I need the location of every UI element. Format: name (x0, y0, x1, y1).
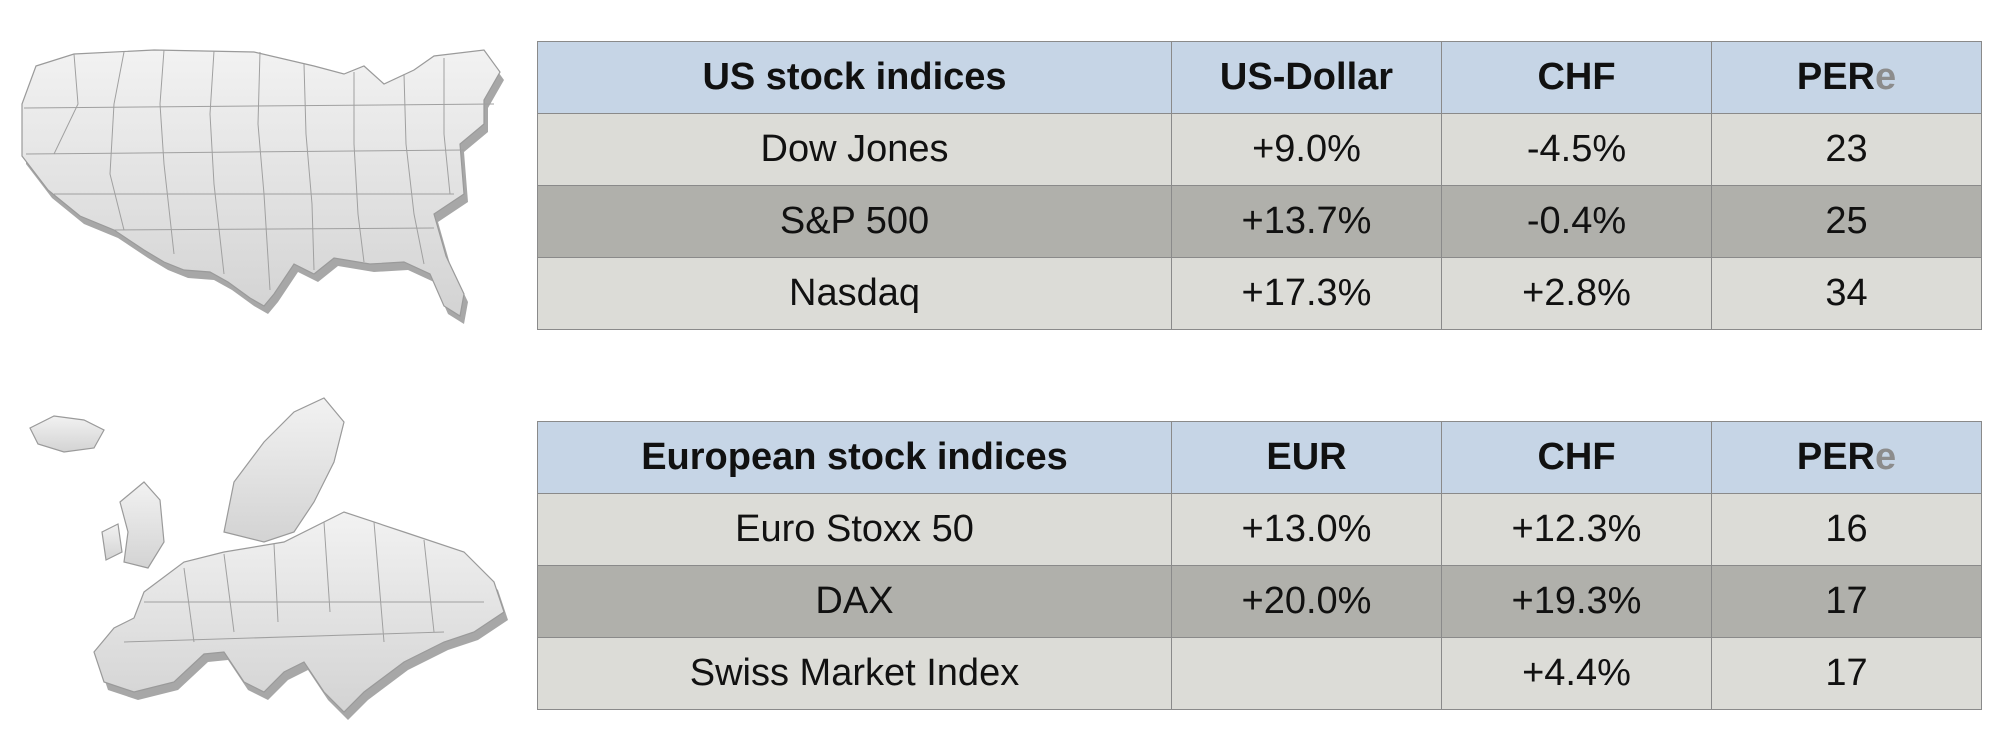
header-index-name: European stock indices (537, 421, 1172, 494)
chf-change: -4.5% (1441, 113, 1712, 186)
table-header-row: US stock indices US-Dollar CHF PERe (537, 41, 1982, 114)
table-row: DAX +20.0% +19.3% 17 (537, 565, 1982, 638)
chf-change: +2.8% (1441, 257, 1712, 330)
table-row: S&P 500 +13.7% -0.4% 25 (537, 185, 1982, 258)
table-header-row: European stock indices EUR CHF PERe (537, 421, 1982, 494)
usa-map-icon (14, 44, 509, 334)
currency-change (1171, 637, 1442, 710)
currency-change: +20.0% (1171, 565, 1442, 638)
index-name: S&P 500 (537, 185, 1172, 258)
table-row: Nasdaq +17.3% +2.8% 34 (537, 257, 1982, 330)
table-row: Dow Jones +9.0% -4.5% 23 (537, 113, 1982, 186)
per-value: 17 (1711, 637, 1982, 710)
chf-change: -0.4% (1441, 185, 1712, 258)
header-per-suffix: e (1875, 436, 1897, 478)
header-per: PERe (1711, 421, 1982, 494)
header-chf: CHF (1441, 421, 1712, 494)
european-indices-table: European stock indices EUR CHF PERe Euro… (537, 421, 1982, 710)
header-per-label: PER (1796, 436, 1875, 478)
currency-change: +17.3% (1171, 257, 1442, 330)
per-value: 23 (1711, 113, 1982, 186)
chf-change: +19.3% (1441, 565, 1712, 638)
chf-change: +4.4% (1441, 637, 1712, 710)
us-indices-table: US stock indices US-Dollar CHF PERe Dow … (537, 41, 1982, 330)
header-index-name: US stock indices (537, 41, 1172, 114)
header-per-suffix: e (1875, 56, 1897, 98)
index-name: Nasdaq (537, 257, 1172, 330)
per-value: 34 (1711, 257, 1982, 330)
index-name: Swiss Market Index (537, 637, 1172, 710)
currency-change: +13.7% (1171, 185, 1442, 258)
header-currency: US-Dollar (1171, 41, 1442, 114)
table-row: Swiss Market Index +4.4% 17 (537, 637, 1982, 710)
per-value: 17 (1711, 565, 1982, 638)
currency-change: +13.0% (1171, 493, 1442, 566)
table-row: Euro Stoxx 50 +13.0% +12.3% 16 (537, 493, 1982, 566)
per-value: 16 (1711, 493, 1982, 566)
index-name: Euro Stoxx 50 (537, 493, 1172, 566)
currency-change: +9.0% (1171, 113, 1442, 186)
header-currency: EUR (1171, 421, 1442, 494)
header-chf: CHF (1441, 41, 1712, 114)
index-name: Dow Jones (537, 113, 1172, 186)
header-per-label: PER (1796, 56, 1875, 98)
per-value: 25 (1711, 185, 1982, 258)
header-per: PERe (1711, 41, 1982, 114)
index-name: DAX (537, 565, 1172, 638)
europe-map-icon (24, 392, 514, 730)
chf-change: +12.3% (1441, 493, 1712, 566)
